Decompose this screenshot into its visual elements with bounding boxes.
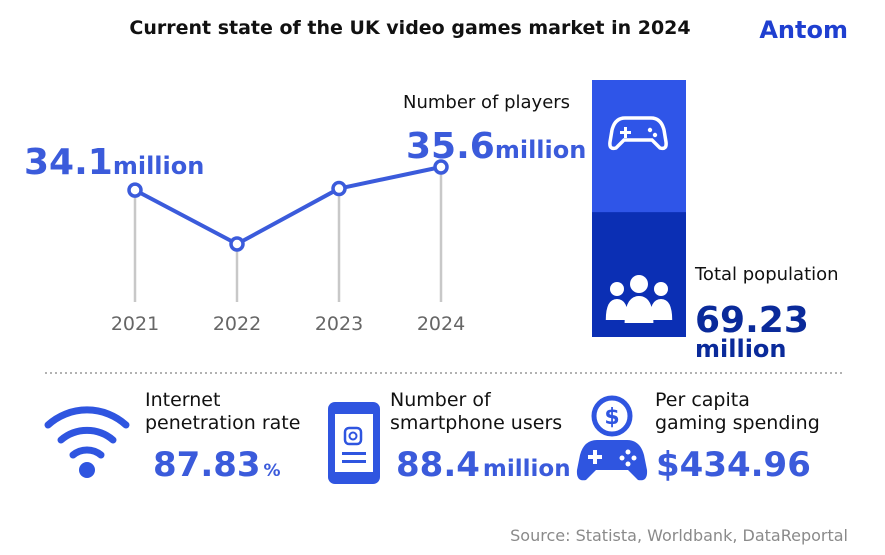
button xyxy=(652,132,658,138)
point xyxy=(331,180,347,197)
point xyxy=(127,182,143,198)
body xyxy=(649,299,673,320)
point xyxy=(229,236,245,252)
value-label: 34.1 xyxy=(24,142,113,183)
population-value: 69.23 xyxy=(695,300,809,341)
x-tick-label: 2021 xyxy=(111,313,159,335)
button xyxy=(647,127,653,133)
first-value: 34.1million xyxy=(24,142,204,183)
value-unit: million xyxy=(495,136,587,164)
value-unit: million xyxy=(113,152,205,180)
stat-value: 87.83% xyxy=(153,445,281,485)
x-tick-label: 2024 xyxy=(417,313,465,335)
stat-label: gaming spending xyxy=(655,412,820,434)
dpad-v xyxy=(624,127,627,138)
stat-prefix: $ xyxy=(656,445,680,485)
x-tick-label: 2023 xyxy=(315,313,363,335)
point xyxy=(433,159,449,175)
body xyxy=(605,299,629,320)
wifi-icon xyxy=(44,406,130,478)
last-value: 35.6million xyxy=(406,126,586,167)
stat-unit: % xyxy=(264,461,281,481)
stat-label: Per capita xyxy=(655,389,750,411)
stat-number: 87.83 xyxy=(153,445,261,485)
spending-icon: $ xyxy=(576,395,648,481)
head xyxy=(654,282,668,296)
stat-label: Number of xyxy=(390,389,492,411)
phone-icon xyxy=(328,402,380,484)
head xyxy=(610,282,624,296)
stat-value: $434.96 xyxy=(656,445,811,485)
gamepad-shape xyxy=(608,116,668,151)
gamepad-icon xyxy=(608,116,668,151)
source: Source: Statista, Worldbank, DataReporta… xyxy=(510,526,848,545)
title: Current state of the UK video games mark… xyxy=(129,17,690,39)
stat-value: 88.4 million xyxy=(396,445,571,485)
population-label: Total population xyxy=(694,264,839,285)
value-label: 35.6 xyxy=(406,126,495,167)
players-label: Number of players xyxy=(403,92,570,113)
body xyxy=(624,296,654,323)
svg-text:$: $ xyxy=(604,405,619,430)
players-bar xyxy=(592,80,686,213)
stat-unit: million xyxy=(483,456,571,482)
logo: Antom xyxy=(759,16,848,44)
stat-label: penetration rate xyxy=(145,412,300,434)
stat-number: 88.4 xyxy=(396,445,480,485)
people-icon xyxy=(605,275,673,323)
stat-label: smartphone users xyxy=(390,412,562,434)
stat-label: Internet xyxy=(145,389,220,411)
head xyxy=(630,275,648,293)
stat-number: 434.96 xyxy=(680,445,811,485)
x-tick-label: 2022 xyxy=(213,313,261,335)
population-unit: million xyxy=(695,335,787,363)
line xyxy=(134,165,442,246)
